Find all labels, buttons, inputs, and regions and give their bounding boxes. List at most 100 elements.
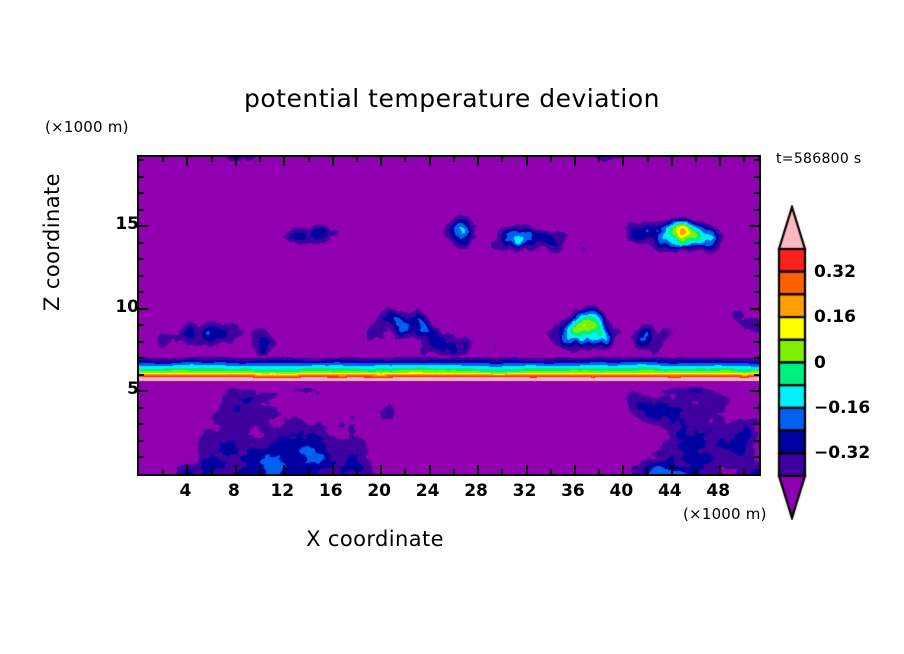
axis-tick: [750, 307, 759, 310]
axis-tick: [139, 456, 144, 459]
axis-tick: [754, 324, 759, 327]
axis-tick: [331, 157, 334, 166]
colorbar-tick-label: −0.32: [814, 443, 871, 464]
axis-tick: [695, 469, 698, 474]
y-tick-label: 5: [127, 379, 139, 400]
axis-tick: [622, 465, 625, 474]
y-axis-unit-label: (×1000 m): [45, 118, 129, 136]
axis-tick: [695, 157, 698, 162]
axis-tick: [139, 373, 144, 376]
axis-tick: [139, 439, 144, 442]
axis-tick: [525, 157, 528, 166]
axis-tick: [139, 406, 144, 409]
page-title: potential temperature deviation: [244, 84, 660, 113]
axis-tick: [210, 469, 213, 474]
x-tick-label: 36: [561, 481, 585, 501]
axis-tick: [210, 157, 213, 162]
axis-tick: [186, 157, 189, 166]
y-tick-label: 10: [115, 296, 139, 317]
axis-tick: [139, 274, 144, 277]
axis-tick: [754, 357, 759, 360]
axis-tick: [754, 258, 759, 261]
axis-tick: [525, 465, 528, 474]
axis-tick: [380, 465, 383, 474]
axis-tick: [139, 324, 144, 327]
x-tick-label: 32: [512, 481, 537, 501]
axis-tick: [234, 157, 237, 166]
x-tick-label: 16: [318, 481, 343, 501]
axis-tick: [750, 390, 759, 393]
axis-tick: [754, 439, 759, 442]
axis-tick: [186, 465, 189, 474]
axis-tick: [139, 225, 148, 228]
axis-tick: [283, 157, 286, 166]
x-tick-label: 8: [227, 481, 240, 501]
colorbar-tick-label: −0.16: [814, 397, 871, 418]
axis-tick: [754, 175, 759, 178]
axis-tick: [307, 469, 310, 474]
axis-tick: [549, 157, 552, 162]
axis-tick: [428, 157, 431, 166]
colorbar[interactable]: 0.32 0.16 0 −0.16 −0.32: [776, 205, 870, 520]
axis-tick: [139, 423, 144, 426]
colorbar-tick-label: 0: [814, 352, 826, 373]
axis-tick: [622, 157, 625, 166]
axis-tick: [670, 157, 673, 166]
axis-tick: [477, 465, 480, 474]
colorbar-gradient: [776, 205, 808, 520]
axis-tick: [331, 465, 334, 474]
axis-tick: [754, 406, 759, 409]
axis-tick: [307, 157, 310, 162]
x-tick-label: 40: [609, 481, 634, 501]
axis-tick: [234, 465, 237, 474]
axis-tick: [355, 157, 358, 162]
axis-tick: [743, 157, 746, 162]
axis-tick: [139, 340, 144, 343]
plot-area: [137, 155, 761, 476]
axis-tick: [139, 291, 144, 294]
x-tick-label: 20: [367, 481, 392, 501]
axis-tick: [501, 157, 504, 162]
axis-tick: [380, 157, 383, 166]
axis-tick: [754, 373, 759, 376]
axis-tick: [743, 469, 746, 474]
axis-tick: [452, 157, 455, 162]
axis-tick: [139, 192, 144, 195]
y-axis-title: Z coordinate: [40, 173, 64, 311]
axis-tick: [719, 157, 722, 166]
axis-tick: [754, 192, 759, 195]
axis-tick: [754, 423, 759, 426]
axis-tick: [283, 465, 286, 474]
axis-tick: [259, 157, 262, 162]
axis-tick: [750, 225, 759, 228]
axis-tick: [598, 157, 601, 162]
axis-tick: [754, 340, 759, 343]
axis-tick: [139, 175, 144, 178]
axis-tick: [139, 390, 148, 393]
axis-tick: [477, 157, 480, 166]
axis-tick: [573, 157, 576, 166]
axis-tick: [139, 307, 148, 310]
x-tick-label: 28: [464, 481, 488, 501]
axis-tick: [598, 469, 601, 474]
colorbar-tick-label: 0.32: [814, 261, 856, 282]
axis-tick: [259, 469, 262, 474]
axis-tick: [754, 241, 759, 244]
axis-tick: [162, 469, 165, 474]
axis-tick: [404, 157, 407, 162]
axis-tick: [754, 159, 759, 162]
x-tick-label: 4: [179, 481, 192, 501]
axis-tick: [139, 241, 144, 244]
y-tick-label: 15: [115, 214, 139, 235]
contour-field: [139, 157, 759, 474]
axis-tick: [404, 469, 407, 474]
axis-tick: [573, 465, 576, 474]
axis-tick: [754, 291, 759, 294]
axis-tick: [501, 469, 504, 474]
x-tick-label: 44: [657, 481, 682, 501]
axis-tick: [754, 456, 759, 459]
axis-tick: [355, 469, 358, 474]
axis-tick: [452, 469, 455, 474]
axis-tick: [646, 469, 649, 474]
